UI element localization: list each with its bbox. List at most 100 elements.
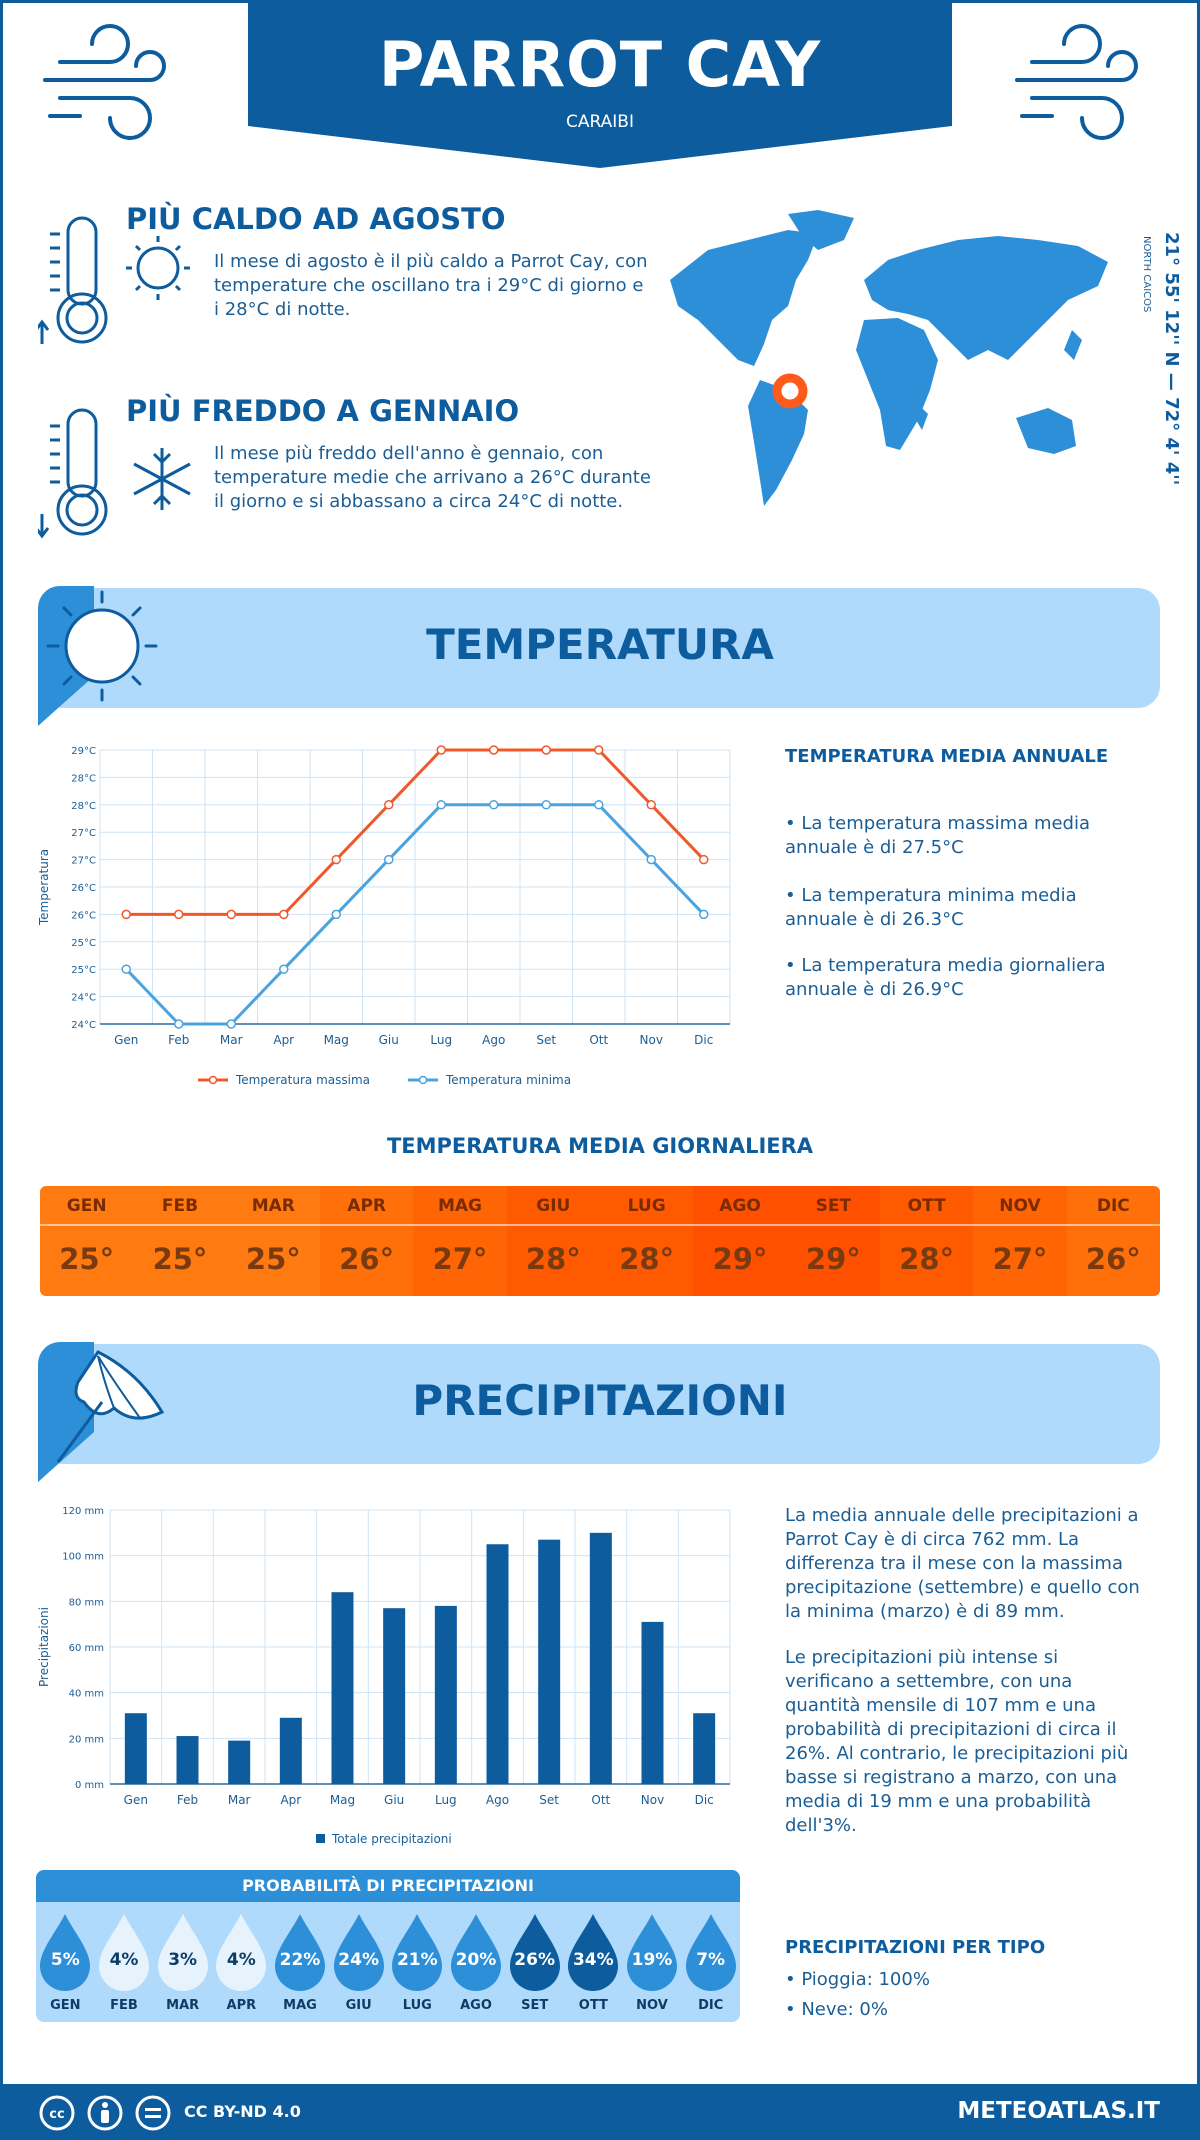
temp-min-point [384,854,394,865]
daily-temp-cell: SET 29° [786,1186,880,1296]
daily-temp-value: 27° [992,1242,1048,1276]
cell-divider [1066,1224,1160,1226]
temp-max-point [174,909,184,920]
precip-y-tick: 40 mm [69,1689,104,1700]
location-marker [772,373,808,409]
temp-max-point [331,854,341,865]
temp-min-point [279,964,289,974]
daily-temp-cell: AGO 29° [693,1186,787,1296]
coldest-month-block: PIÙ FREDDO A GENNAIO Il mese più freddo … [38,392,651,552]
wind-icon-right [1015,24,1138,140]
precip-probability-month: NOV [636,1998,668,2013]
precip-bar [589,1532,612,1784]
temp-x-tick: Mar [220,1033,243,1047]
daily-temp-cell: APR 26° [320,1186,414,1296]
precip-x-tick: Giu [384,1793,404,1807]
precipitation-section-header: PRECIPITAZIONI [38,1342,1160,1482]
legend-label: Totale precipitazioni [331,1832,452,1846]
precip-probability-value: 4% [226,1950,256,1970]
daily-temp-cell: OTT 28° [880,1186,974,1296]
precip-probability-month: GIU [345,1998,372,2013]
umbrella-rain-icon [38,1342,165,1482]
raindrop-icon [568,1914,619,1991]
temp-max-point [384,800,394,810]
raindrop-icon [99,1914,149,1991]
daily-temp-cell: DIC 26° [1066,1186,1160,1296]
precip-probability-value: 20% [455,1950,497,1970]
temp-max-point [489,745,499,755]
cell-divider [506,1224,600,1226]
coordinates-text: 21° 55' 12'' N — 72° 4' 4'' W [1161,232,1182,492]
thermometer-cold-icon [38,408,191,539]
daily-temp-value: 25° [245,1242,301,1276]
daily-temp-month: MAG [437,1196,482,1216]
daily-temp-cell: LUG 28° [600,1186,694,1296]
daily-temp-value: 29° [712,1242,768,1276]
annual-temp-bullet-min: • La temperatura minima media annuale è … [785,885,1077,930]
daily-temp-month: GIU [536,1196,571,1216]
precip-x-tick: Feb [177,1793,198,1807]
precip-probability-month: MAG [283,1998,317,2013]
coldest-text: Il mese più freddo dell'anno è gennaio, … [214,443,651,512]
by-attribution-icon[interactable] [86,2094,124,2132]
daily-temp-month: LUG [627,1196,666,1216]
temp-max-point [121,909,131,920]
temp-x-tick: Giu [379,1033,399,1047]
daily-temp-value: 26° [1085,1242,1141,1276]
annual-temp-bullet-avg: • La temperatura media giornaliera annua… [785,955,1106,1000]
precip-x-tick: Ago [486,1793,509,1807]
legend-swatch [316,1834,325,1843]
precip-bar [383,1608,406,1784]
daily-temp-value: 29° [805,1242,861,1276]
temperature-chart: 24°C 24°C 25°C 25°C 26°C 26°C 27°C 27°C 28°C 28°C… [37,745,731,1087]
precip-bar [176,1736,199,1784]
raindrop-icon [685,1914,736,1991]
legend-marker [418,1075,428,1085]
annual-temp-title: TEMPERATURA MEDIA ANNUALE [785,746,1109,767]
temp-x-tick: Feb [168,1033,189,1047]
precip-type-rain: • Pioggia: 100% [785,1969,930,1990]
no-derivatives-icon[interactable] [134,2094,172,2132]
precip-bar [331,1592,354,1784]
daily-temp-month: APR [347,1196,387,1216]
temp-x-tick: Ott [589,1033,608,1047]
temp-min-point [121,964,131,974]
temp-y-tick: 27°C [71,856,96,867]
precip-probability-value: 5% [50,1950,80,1970]
legend-label: Temperatura massima [235,1073,370,1087]
raindrop-icon [275,1914,325,1991]
precip-y-tick: 60 mm [69,1643,104,1654]
precip-probability-value: 21% [396,1950,438,1970]
cell-divider [40,1224,134,1226]
daily-temp-value: 28° [899,1242,955,1276]
temp-x-tick: Ago [482,1033,505,1047]
region-text: NORTH CAICOS [1141,236,1152,312]
page-subtitle: CARAIBI [566,112,634,132]
precip-bar [486,1544,509,1784]
footer: cc CC BY-ND 4.0 METEOATLAS.IT [0,2084,1200,2140]
license-label[interactable]: CC BY-ND 4.0 [184,2102,301,2121]
daily-temp-month: GEN [66,1196,107,1216]
cc-icon[interactable]: cc [38,2094,76,2132]
precip-probability-month: APR [226,1998,257,2013]
temp-x-tick: Nov [640,1033,663,1047]
precip-y-tick: 0 mm [75,1780,104,1791]
daily-temp-value: 28° [619,1242,675,1276]
cell-divider [973,1224,1067,1226]
raindrop-icon [392,1914,443,1991]
precip-probability-month: SET [521,1998,549,2013]
temp-y-tick: 27°C [71,828,96,839]
daily-temp-value: 25° [152,1242,208,1276]
temp-y-tick: 25°C [71,965,96,976]
temp-max-point [541,745,551,755]
precip-probability-month: DIC [698,1998,724,2013]
precip-bar [124,1713,147,1784]
site-link[interactable]: METEOATLAS.IT [957,2098,1160,2124]
temp-y-tick: 29°C [71,746,96,757]
cell-divider [413,1224,507,1226]
temp-max-point [279,909,289,920]
temp-min-line [125,803,705,1026]
precip-y-axis-label: Precipitazioni [37,1607,51,1687]
daily-temp-month: SET [815,1196,852,1216]
raindrop-icon [333,1914,384,1991]
